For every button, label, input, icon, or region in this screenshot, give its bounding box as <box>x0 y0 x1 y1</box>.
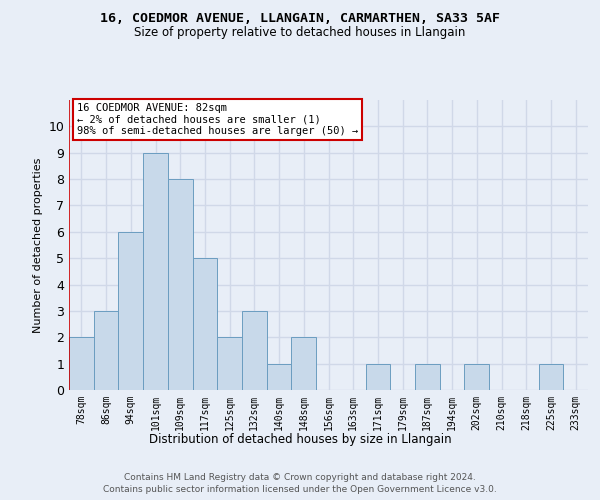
Bar <box>94 311 118 390</box>
Y-axis label: Number of detached properties: Number of detached properties <box>33 158 43 332</box>
Bar <box>539 364 563 390</box>
Bar <box>69 338 94 390</box>
Text: 16 COEDMOR AVENUE: 82sqm
← 2% of detached houses are smaller (1)
98% of semi-det: 16 COEDMOR AVENUE: 82sqm ← 2% of detache… <box>77 103 358 136</box>
Bar <box>365 364 390 390</box>
Bar <box>292 338 316 390</box>
Text: 16, COEDMOR AVENUE, LLANGAIN, CARMARTHEN, SA33 5AF: 16, COEDMOR AVENUE, LLANGAIN, CARMARTHEN… <box>100 12 500 26</box>
Text: Distribution of detached houses by size in Llangain: Distribution of detached houses by size … <box>149 432 451 446</box>
Bar <box>143 152 168 390</box>
Bar <box>267 364 292 390</box>
Bar <box>415 364 440 390</box>
Bar <box>118 232 143 390</box>
Text: Contains HM Land Registry data © Crown copyright and database right 2024.
Contai: Contains HM Land Registry data © Crown c… <box>103 472 497 494</box>
Bar <box>193 258 217 390</box>
Bar <box>217 338 242 390</box>
Text: Size of property relative to detached houses in Llangain: Size of property relative to detached ho… <box>134 26 466 39</box>
Bar <box>464 364 489 390</box>
Bar <box>242 311 267 390</box>
Bar <box>168 179 193 390</box>
